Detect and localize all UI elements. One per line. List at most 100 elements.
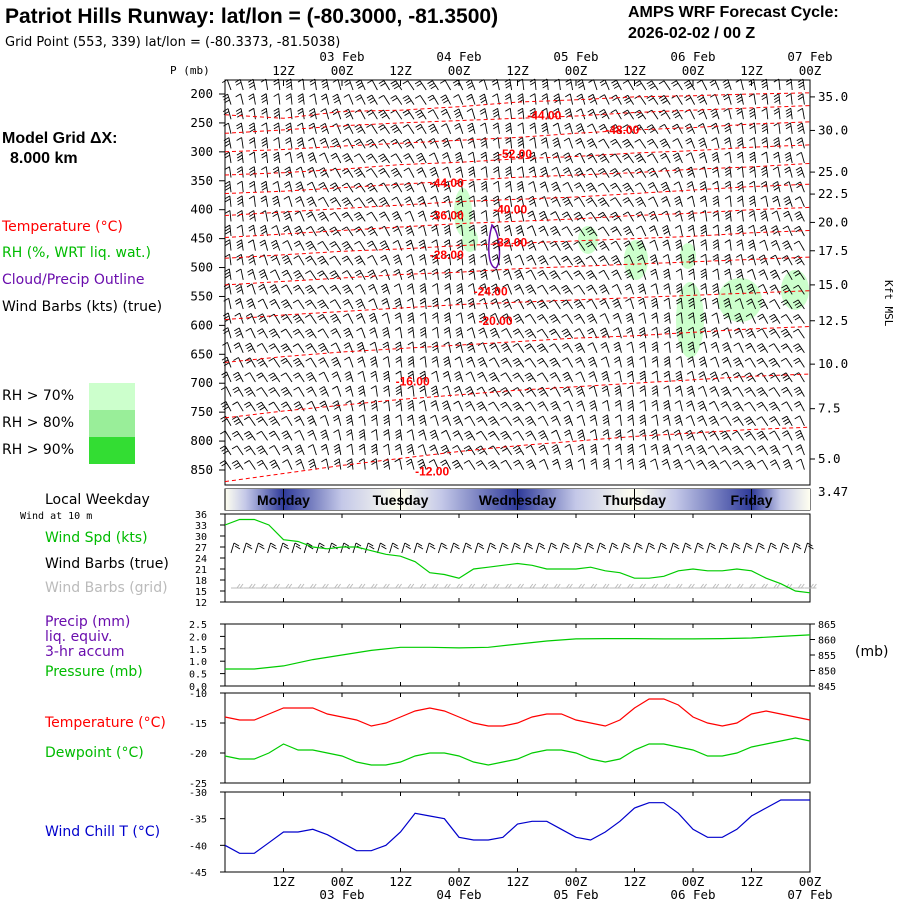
wind-barb xyxy=(712,253,720,266)
grid-wind-barb xyxy=(694,583,707,589)
wind-barb xyxy=(759,239,769,251)
wind-barb xyxy=(366,124,378,135)
wind-barb xyxy=(292,314,305,324)
wind-barb xyxy=(222,342,232,353)
height-tick-label: 15.0 xyxy=(818,277,848,292)
wind-barb xyxy=(394,297,403,310)
true-wind-barb xyxy=(803,542,814,554)
wind-barb xyxy=(541,122,549,134)
wind-barb xyxy=(395,414,403,426)
wind-barb xyxy=(573,284,586,295)
wind-barb xyxy=(586,138,598,149)
wind-barb xyxy=(317,342,329,354)
wind-barb xyxy=(280,387,293,397)
wind-barb xyxy=(561,314,573,324)
wind-barb xyxy=(611,283,622,295)
wind-barb xyxy=(468,180,476,193)
grid-wind-barb xyxy=(365,583,378,589)
wind-barb xyxy=(537,255,549,266)
wind-barb xyxy=(549,372,561,383)
cross-section-panel: -44.00 -48.00 -52.00 -44.00 -40.00 -36.00 -32.… xyxy=(190,78,848,499)
wind-barb xyxy=(224,268,232,280)
wind-barb xyxy=(500,401,512,412)
wind-barb xyxy=(565,78,574,91)
wind-barb xyxy=(490,283,500,295)
bottom-hour-label: 00Z xyxy=(448,874,471,889)
legend-wind-barbs: Wind Barbs (kts) (true) xyxy=(2,299,162,315)
wind-barb xyxy=(452,445,464,456)
wind-barb xyxy=(719,460,732,470)
wind-barb xyxy=(280,401,293,412)
wind-barb xyxy=(414,80,427,91)
wind-barb xyxy=(353,153,366,164)
wind-barb xyxy=(492,239,500,251)
wind-barb xyxy=(662,239,671,251)
wind-barb xyxy=(456,268,464,280)
wind-barb xyxy=(297,107,305,120)
wind-barb xyxy=(468,253,476,266)
wind-barb xyxy=(248,107,256,120)
wind-barb xyxy=(407,385,415,397)
wind-barb xyxy=(502,283,513,295)
wind-barb xyxy=(782,210,793,222)
wind-barb xyxy=(551,181,561,193)
wind-barb xyxy=(710,356,720,368)
wind-barb xyxy=(491,268,500,280)
wind-barb xyxy=(573,226,586,237)
wind-barb xyxy=(280,343,293,354)
wind-barb xyxy=(745,342,756,354)
wind-barb xyxy=(622,138,634,149)
wind-barb xyxy=(700,224,708,237)
wind-barb xyxy=(625,312,635,324)
wind-barb xyxy=(317,270,329,281)
wind-barb xyxy=(344,79,354,91)
wind-barb xyxy=(773,107,781,120)
wind-barb xyxy=(634,124,647,135)
wind-barb xyxy=(685,415,696,426)
wind-barb xyxy=(732,401,744,412)
wind-barb xyxy=(318,357,329,368)
wind-barb xyxy=(712,239,720,251)
wind-barb xyxy=(342,138,354,149)
wind-barb xyxy=(306,181,317,193)
wind-barb xyxy=(598,109,610,120)
wind-barb xyxy=(598,123,610,135)
pressure-tick-label: 250 xyxy=(190,115,213,130)
wind-barb xyxy=(456,239,464,251)
wind-barb xyxy=(561,284,573,295)
wind-barb xyxy=(305,226,317,237)
grid-wind-barb xyxy=(670,583,683,589)
wind-barb xyxy=(406,429,415,441)
wind-barb xyxy=(781,269,793,281)
wind-barb xyxy=(415,138,427,149)
wind-barb xyxy=(707,445,720,456)
wind-barb xyxy=(768,313,781,324)
wind-barb xyxy=(758,254,769,266)
wind-barb xyxy=(615,429,622,441)
wind-barb xyxy=(232,386,244,397)
wind-barb xyxy=(368,298,378,310)
wind-barb xyxy=(639,341,647,353)
wind-barb xyxy=(317,255,329,266)
wind-barb xyxy=(378,211,390,222)
wind-barb xyxy=(378,168,390,178)
wind-barb xyxy=(443,356,452,368)
wind-barb xyxy=(626,341,635,353)
wind-barb xyxy=(476,401,488,412)
legend-rh70: RH > 70% xyxy=(2,388,74,404)
wind-barb xyxy=(354,269,366,281)
wind-barb xyxy=(526,459,537,470)
wind-barb xyxy=(697,400,708,412)
true-wind-barb xyxy=(389,542,399,554)
wind-barb xyxy=(383,385,391,397)
wind-barb xyxy=(491,78,500,91)
wind-barb xyxy=(419,356,427,368)
wind-barb xyxy=(455,166,464,178)
wind-barb xyxy=(369,327,378,339)
wind-barb xyxy=(492,107,500,120)
wind-barb xyxy=(626,356,635,368)
wind-barb xyxy=(576,108,586,120)
wind-barb xyxy=(747,239,757,251)
wind-barb xyxy=(304,284,317,295)
